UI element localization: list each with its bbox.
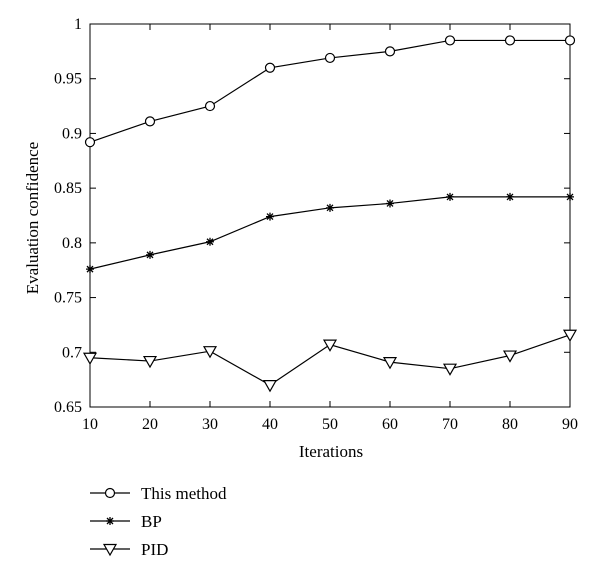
legend-item: PID bbox=[90, 540, 168, 559]
data-point bbox=[324, 52, 336, 64]
data-point bbox=[444, 35, 456, 46]
y-tick-label: 0.65 bbox=[54, 399, 82, 416]
data-point bbox=[322, 339, 338, 352]
x-tick-label: 90 bbox=[562, 416, 578, 433]
legend-item: This method bbox=[90, 484, 227, 503]
data-point bbox=[502, 350, 518, 363]
y-tick-label: 0.8 bbox=[62, 235, 82, 252]
x-tick-label: 40 bbox=[262, 416, 278, 433]
series-2 bbox=[82, 329, 578, 393]
plot-area: 10 20 30 40 50 60 70 80 90 0.65 0.7 0.75 0.8 0.85 0.9 0… bbox=[54, 16, 578, 433]
x-tick-label: 50 bbox=[322, 416, 338, 433]
series-0 bbox=[84, 35, 576, 148]
data-point bbox=[442, 363, 458, 376]
y-tick-label: 0.75 bbox=[54, 290, 82, 307]
y-tick-label: 0.85 bbox=[54, 180, 82, 197]
data-point bbox=[506, 192, 514, 201]
data-point bbox=[82, 352, 98, 365]
legend-label: PID bbox=[141, 540, 168, 559]
legend-marker bbox=[106, 517, 114, 525]
y-tick-label: 0.9 bbox=[62, 125, 82, 142]
x-tick-label: 80 bbox=[502, 416, 518, 433]
data-point bbox=[262, 380, 278, 393]
data-point bbox=[326, 203, 334, 212]
legend-marker bbox=[104, 487, 116, 499]
series-1 bbox=[86, 192, 574, 274]
data-point bbox=[264, 62, 276, 73]
data-point bbox=[86, 265, 94, 274]
legend-label: BP bbox=[141, 512, 162, 531]
data-point bbox=[142, 355, 158, 369]
x-tick-label: 10 bbox=[82, 416, 98, 433]
data-point bbox=[504, 35, 516, 46]
x-tick-label: 60 bbox=[382, 416, 398, 433]
data-point bbox=[386, 199, 394, 208]
legend-item: BP bbox=[90, 512, 162, 531]
y-axis-title: Evaluation confidence bbox=[23, 142, 42, 294]
data-point bbox=[202, 346, 218, 359]
y-tick-label: 1 bbox=[74, 16, 82, 33]
legend-marker bbox=[102, 543, 118, 557]
data-point bbox=[446, 192, 454, 201]
data-point bbox=[204, 100, 216, 112]
data-point bbox=[144, 116, 156, 127]
data-point bbox=[206, 237, 214, 246]
x-tick-label: 70 bbox=[442, 416, 458, 433]
legend: This method BP PID bbox=[90, 484, 227, 559]
data-point bbox=[84, 137, 96, 148]
x-tick-label: 30 bbox=[202, 416, 218, 433]
y-tick-label: 0.7 bbox=[62, 344, 82, 361]
data-point bbox=[146, 250, 154, 259]
x-axis-title: Iterations bbox=[299, 442, 363, 461]
legend-label: This method bbox=[141, 484, 227, 503]
data-point bbox=[266, 212, 274, 221]
data-point bbox=[562, 329, 578, 342]
data-point bbox=[384, 46, 396, 57]
data-point bbox=[566, 192, 574, 201]
data-point bbox=[564, 35, 576, 46]
data-point bbox=[382, 357, 398, 370]
y-tick-label: 0.95 bbox=[54, 71, 82, 88]
x-tick-label: 20 bbox=[142, 416, 158, 433]
